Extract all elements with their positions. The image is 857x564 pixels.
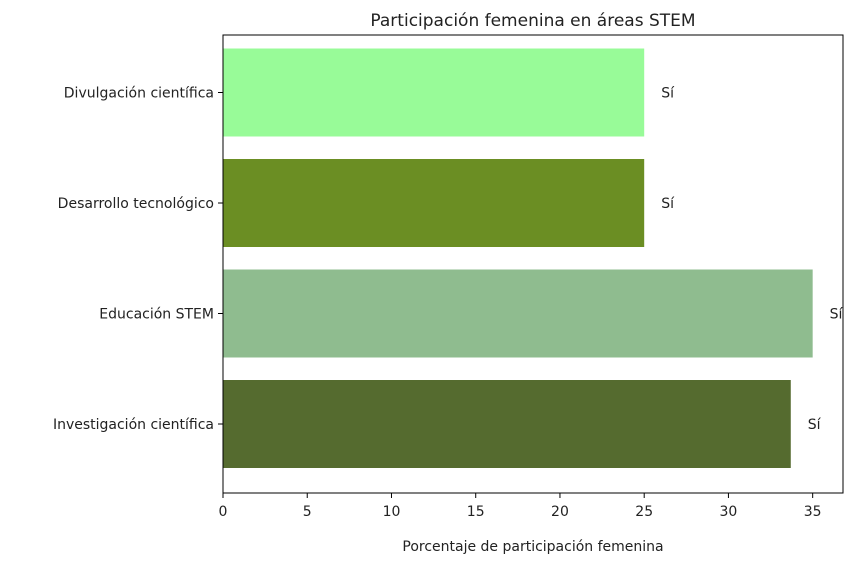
- y-tick-label: Educación STEM: [99, 307, 214, 323]
- x-axis-label: Porcentaje de participación femenina: [402, 539, 663, 555]
- x-tick-label: 25: [635, 504, 653, 520]
- y-tick-label: Investigación científica: [53, 417, 214, 433]
- plot-area: Sí Sí Sí Sí 0 5 10 15 20 25 30 35 Investigación ci…: [53, 34, 844, 520]
- x-tick-label: 0: [219, 504, 228, 520]
- x-tick-label: 20: [551, 504, 569, 520]
- x-tick-label: 5: [303, 504, 312, 520]
- y-axis-ticks: Investigación científica Educación STEM De…: [53, 86, 223, 433]
- bar-data-label: Sí: [661, 86, 675, 102]
- x-tick-label: 35: [804, 504, 822, 520]
- bars-layer: Sí Sí Sí Sí: [223, 48, 844, 468]
- y-tick-label: Desarrollo tecnológico: [58, 196, 214, 212]
- bar: [223, 159, 645, 247]
- bar-data-label: Sí: [808, 417, 822, 433]
- x-tick-label: 15: [467, 504, 485, 520]
- bar: [223, 48, 645, 137]
- bar-data-label: Sí: [830, 307, 844, 323]
- x-tick-label: 30: [720, 504, 738, 520]
- y-tick-label: Divulgación científica: [64, 86, 214, 102]
- x-axis-ticks: 0 5 10 15 20 25 30 35: [219, 493, 822, 520]
- bar: [223, 380, 791, 468]
- chart-title: Participación femenina en áreas STEM: [370, 11, 695, 31]
- plot-frame: [222, 34, 844, 494]
- x-tick-label: 10: [383, 504, 401, 520]
- bar: [223, 269, 813, 358]
- bar-data-label: Sí: [661, 196, 675, 212]
